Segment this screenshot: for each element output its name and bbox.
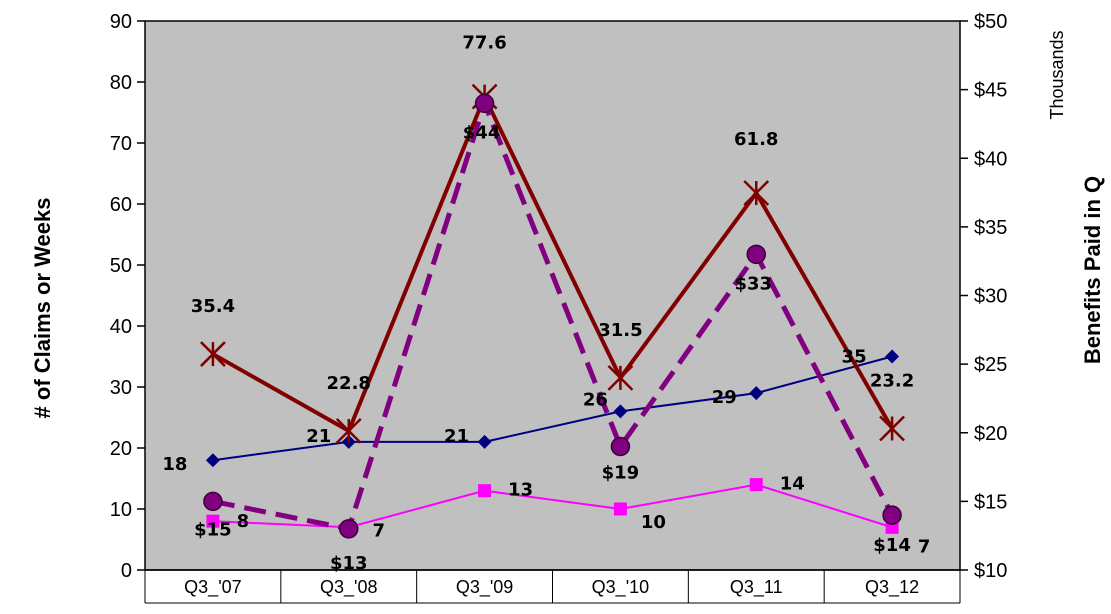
y-right-unit-label: Thousands [1047,30,1067,119]
data-label: $33 [734,273,772,294]
star-marker [335,418,362,444]
y-left-tick-label: 90 [110,11,132,33]
circle-marker [339,519,359,539]
y-right-tick-label: $25 [974,354,1007,376]
data-label: 21 [306,426,331,447]
y-left-tick-label: 80 [110,72,132,94]
star-marker [200,341,226,367]
y-left-tick-label: 10 [110,499,132,521]
x-tick-label: Q3_11 [730,577,783,598]
data-label: 7 [918,536,931,557]
x-tick-label: Q3_'09 [456,577,513,598]
y-right-tick-label: $40 [974,148,1007,170]
square-marker [613,502,627,516]
data-label: $15 [194,519,232,540]
data-label: 26 [583,389,608,410]
series-line [212,95,895,532]
axes: Q3_'07 Q3_'08 Q3_'09 Q3_'10 Q3_11 Q3_12 0 10 20 3… [110,11,1007,604]
y-left-axis-title: # of Claims or Weeks [30,198,55,419]
diamond-marker [749,386,764,401]
y-right-tick-label: $10 [974,560,1007,582]
data-label: $19 [602,462,640,483]
data-labels: 18 21 21 26 29 35 8 7 13 10 14 7 35.4 22.8 77.6 31.5 61.… [162,33,930,574]
circle-marker [882,505,902,525]
y-left-tick-label: 0 [121,560,132,582]
x-tick-label: Q3_'08 [320,577,377,598]
square-marker [749,478,763,492]
y-left-tick-label: 40 [110,316,132,338]
data-label: 18 [162,454,187,475]
y-left-tick-label: 20 [110,438,132,460]
data-label: 61.8 [734,129,778,150]
y-right-tick-label: $15 [974,491,1007,513]
series-line [212,355,893,462]
circle-marker [474,93,495,114]
y-left-tick-label: 30 [110,377,132,399]
data-label: 31.5 [598,320,642,341]
data-label: 8 [237,511,250,532]
diamond-marker [885,349,900,364]
circle-marker [203,491,223,512]
x-tick-label: Q3_'07 [184,577,241,598]
data-label: 13 [508,480,533,501]
data-label: 35.4 [191,296,235,317]
circle-marker [610,436,631,457]
data-label: 77.6 [462,33,506,54]
star-marker [743,180,770,206]
y-left-tick-label: 70 [110,133,132,155]
plot-background [144,20,961,571]
y-right-tick-label: $45 [974,80,1007,102]
y-left-tick-label: 50 [110,255,132,277]
circle-marker [746,244,766,265]
y-left-tick-label: 60 [110,194,132,216]
square-marker [478,484,492,498]
series-line [211,91,894,434]
data-label: 14 [780,474,805,495]
diamond-marker [613,404,628,419]
data-label: 7 [372,520,385,541]
data-label: 10 [641,512,666,533]
y-right-tick-label: $30 [974,286,1007,308]
data-label: 35 [842,347,867,368]
data-label: $44 [463,122,501,143]
data-label: 23.2 [870,370,914,391]
x-tick-label: Q3_'10 [592,577,649,598]
data-label: $14 [873,535,911,556]
data-label: 22.8 [327,373,371,394]
square-marker [206,514,220,528]
star-marker [879,415,905,442]
y-right-axis-title: Benefits Paid in Q [1080,176,1105,364]
data-label: 21 [444,426,469,447]
data-label: $13 [330,553,368,574]
diamond-marker [205,453,220,468]
y-right-tick-label: $20 [974,423,1007,445]
data-label: 29 [712,387,737,408]
y-right-tick-label: $50 [974,11,1007,33]
plot-area [144,20,961,571]
diamond-marker [477,434,492,449]
star-marker [607,364,634,391]
y-right-tick-label: $35 [974,217,1007,239]
x-tick-label: Q3_12 [865,577,919,598]
series-layer [200,83,905,539]
